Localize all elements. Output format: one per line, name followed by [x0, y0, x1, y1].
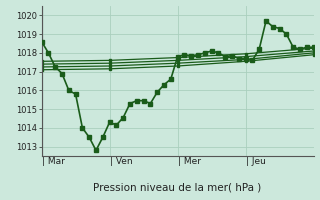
Text: | Jeu: | Jeu: [246, 158, 266, 166]
Text: | Mar: | Mar: [42, 158, 64, 166]
Text: | Ven: | Ven: [109, 158, 132, 166]
Text: Pression niveau de la mer( hPa ): Pression niveau de la mer( hPa ): [93, 183, 262, 193]
Text: | Mer: | Mer: [178, 158, 201, 166]
